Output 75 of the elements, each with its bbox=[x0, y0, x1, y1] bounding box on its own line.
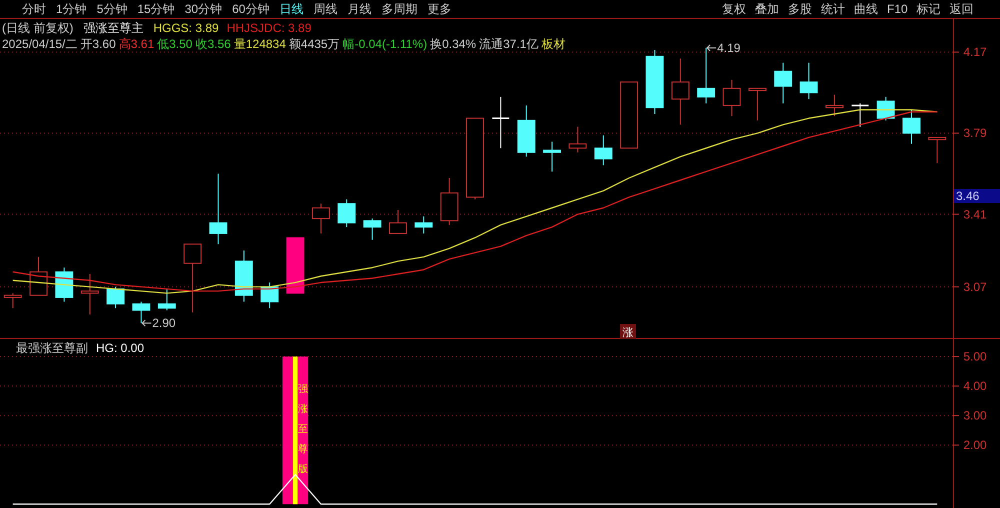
candlestick bbox=[106, 286, 125, 309]
candlestick bbox=[774, 62, 792, 104]
annotation: (日线 前复权) bbox=[2, 21, 74, 35]
candlestick bbox=[338, 198, 356, 228]
text: 复权 bbox=[722, 2, 746, 16]
candlestick bbox=[722, 79, 741, 117]
y-tick-label: 4.17 bbox=[963, 45, 987, 60]
y-tick-label: 2.00 bbox=[963, 438, 987, 452]
candlestick bbox=[4, 292, 22, 309]
annotation: 最强涨至尊副 bbox=[16, 341, 88, 355]
annotation: 涨 bbox=[622, 327, 634, 339]
text: 多股 bbox=[788, 2, 812, 16]
candlestick bbox=[209, 173, 228, 245]
text: 统计 bbox=[821, 2, 845, 16]
text: 月线 bbox=[347, 2, 372, 16]
text: 15分钟 bbox=[137, 2, 175, 16]
text: HGGS: 3.89 bbox=[153, 21, 220, 35]
text: HHJSJDC: 3.89 bbox=[226, 21, 312, 35]
text: 曲线 bbox=[854, 2, 878, 16]
y-tick-label: 3.07 bbox=[963, 280, 987, 294]
candlestick bbox=[414, 216, 433, 234]
candlestick bbox=[389, 210, 407, 234]
candlestick bbox=[594, 134, 612, 166]
y-tick-label: 3.79 bbox=[963, 126, 987, 140]
annotation: 2025/04/15/二 bbox=[2, 37, 78, 51]
candlestick bbox=[825, 94, 844, 117]
text: 返回 bbox=[950, 2, 974, 16]
annotation: 额4435万 bbox=[288, 37, 340, 51]
annotation: 4.19 bbox=[717, 40, 741, 55]
y-tick-label: 3.41 bbox=[963, 207, 987, 222]
candlestick bbox=[158, 288, 176, 311]
text: 叠加 bbox=[755, 2, 779, 16]
text: 日线 bbox=[279, 2, 304, 16]
text: 更多 bbox=[427, 2, 452, 16]
candlestick bbox=[312, 203, 330, 234]
text: 30分钟 bbox=[184, 2, 222, 16]
candlestick bbox=[184, 244, 202, 313]
candlestick bbox=[80, 274, 99, 316]
candlestick bbox=[928, 136, 946, 164]
text: 3.46 bbox=[956, 189, 980, 203]
annotation: 高3.61 bbox=[118, 37, 154, 51]
candlestick bbox=[363, 218, 382, 240]
text: 周线 bbox=[313, 2, 338, 16]
candlestick bbox=[568, 126, 587, 153]
candlestick bbox=[543, 141, 561, 172]
annotation: 低3.50 bbox=[157, 37, 193, 51]
y-tick-label: 3.00 bbox=[963, 408, 987, 423]
annotation: 开3.60 bbox=[80, 37, 116, 51]
text: 多周期 bbox=[381, 2, 418, 16]
y-tick-label: 5.00 bbox=[963, 350, 987, 364]
candlestick bbox=[800, 62, 818, 100]
annotation: 收3.56 bbox=[195, 37, 232, 51]
annotation: 2.90 bbox=[152, 316, 176, 330]
candlestick bbox=[748, 88, 766, 121]
text: 1分钟 bbox=[56, 2, 87, 16]
text: F10 bbox=[887, 2, 908, 16]
text: 5分钟 bbox=[96, 2, 128, 16]
text: 标记 bbox=[916, 2, 941, 16]
candlestick bbox=[491, 96, 510, 149]
annotation: 板材 bbox=[540, 37, 566, 51]
text: 分时 bbox=[22, 2, 46, 16]
annotation: 换0.34% bbox=[430, 37, 476, 51]
y-tick-label: 4.00 bbox=[963, 379, 987, 394]
candlestick bbox=[671, 58, 690, 126]
annotation: 强涨至尊版 bbox=[298, 384, 308, 475]
candlestick bbox=[697, 47, 716, 104]
candlestick bbox=[850, 102, 870, 128]
annotation: 量124834 bbox=[234, 37, 286, 51]
annotation: 流通37.1亿 bbox=[479, 37, 538, 51]
annotation: 幅-0.04(-1.11%) bbox=[342, 37, 428, 51]
candlestick bbox=[902, 109, 920, 144]
candlestick bbox=[132, 301, 150, 324]
annotation: 强涨至尊主 bbox=[83, 21, 144, 35]
text: 60分钟 bbox=[232, 2, 270, 16]
text: HG: 0.00 bbox=[96, 341, 144, 355]
